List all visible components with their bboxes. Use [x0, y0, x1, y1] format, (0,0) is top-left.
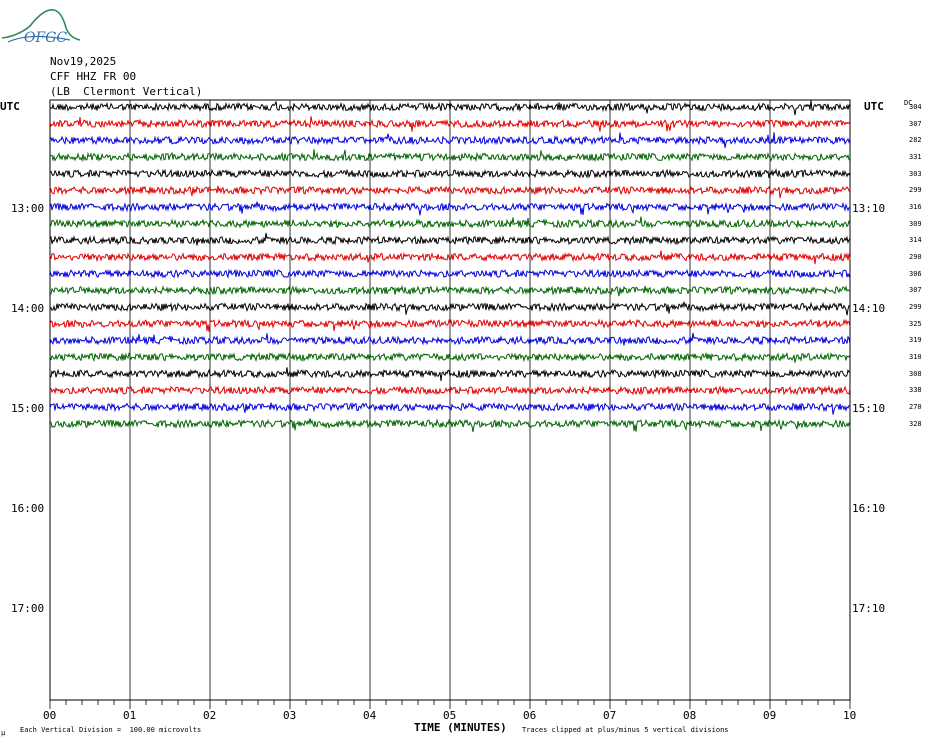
dc-offset-label: 331 — [909, 153, 922, 161]
x-tick-label: 07 — [603, 709, 617, 722]
right-hour-label: 15:10 — [852, 402, 886, 415]
dc-offset-label: 319 — [909, 336, 922, 345]
left-hour-label: 15:00 — [11, 402, 45, 415]
dc-offset-label: 290 — [909, 253, 922, 262]
left-hour-label: 14:00 — [11, 302, 45, 315]
right-hour-label: 16:10 — [852, 502, 886, 515]
dc-offset-label: 308 — [909, 369, 922, 378]
left-hour-label: 13:00 — [11, 202, 45, 215]
x-tick-label: 01 — [123, 709, 137, 722]
seismic-trace — [49, 232, 851, 246]
dc-offset-label: 307 — [909, 286, 922, 295]
seismic-trace — [49, 216, 851, 229]
left-axis-title: UTC — [0, 100, 20, 113]
x-tick-label: 00 — [43, 709, 57, 722]
right-hour-label: 13:10 — [852, 202, 886, 215]
right-hour-label: 17:10 — [852, 602, 886, 615]
dc-column-title: DC — [904, 99, 913, 107]
seismic-trace — [49, 332, 851, 346]
seismic-trace — [49, 250, 851, 265]
dc-offset-label: 304 — [909, 103, 922, 111]
seismic-trace — [49, 100, 851, 116]
seismic-trace — [49, 185, 851, 199]
x-tick-label: 05 — [443, 709, 457, 722]
dc-offset-label: 307 — [909, 119, 922, 128]
x-tick-label: 06 — [523, 709, 537, 722]
x-tick-label: 10 — [843, 709, 857, 722]
seismic-trace — [49, 132, 851, 148]
dc-offset-label: 328 — [909, 419, 922, 428]
dc-offset-label: 303 — [909, 169, 922, 178]
dc-offset-label: 325 — [909, 319, 922, 328]
logo-mountain-curve — [1, 9, 80, 41]
seismic-trace — [49, 167, 851, 179]
x-tick-label: 04 — [363, 709, 377, 722]
dc-offset-label: 270 — [909, 403, 922, 412]
seismic-trace — [49, 149, 850, 163]
dc-offset-label: 299 — [909, 303, 922, 312]
seismic-trace — [49, 418, 851, 433]
dc-offset-label: 282 — [909, 136, 922, 145]
left-hour-label: 16:00 — [11, 502, 45, 515]
header-date: Nov19,2025 — [50, 55, 117, 68]
x-axis-title: TIME (MINUTES) — [414, 721, 507, 734]
footer-clip-note: Traces clipped at plus/minus 5 vertical … — [522, 726, 729, 734]
seismic-trace — [49, 351, 851, 363]
header-location: (LB Clermont Vertical) — [50, 85, 203, 98]
footer-vertical-division: Each Vertical Division = 100.00 microvol… — [20, 726, 202, 734]
seismic-trace — [49, 268, 851, 279]
dc-offset-label: 310 — [909, 353, 922, 362]
left-hour-label: 17:00 — [11, 602, 45, 615]
header-station: CFF HHZ FR 00 — [50, 70, 137, 83]
x-tick-label: 02 — [203, 709, 217, 722]
right-axis-title: UTC — [864, 100, 884, 113]
logo-swoosh — [7, 35, 71, 43]
seismic-trace — [49, 301, 851, 316]
right-hour-label: 14:10 — [852, 302, 886, 315]
dc-offset-label: 309 — [909, 219, 922, 228]
dc-offset-label: 316 — [909, 203, 922, 212]
seismic-trace — [49, 116, 851, 132]
x-tick-label: 03 — [283, 709, 297, 722]
logo-text: OFGC — [24, 30, 67, 44]
dc-offset-label: 306 — [909, 269, 922, 278]
footer-unit-mark: μ — [1, 729, 6, 737]
x-tick-label: 09 — [763, 709, 777, 722]
seismic-trace — [49, 384, 851, 396]
seismic-trace — [49, 367, 851, 381]
seismic-trace — [49, 284, 851, 297]
dc-offset-label: 299 — [909, 186, 922, 195]
seismic-trace — [49, 401, 851, 415]
seismic-trace — [49, 318, 851, 332]
seismic-trace — [49, 201, 851, 216]
ofgc-logo: OFGC — [1, 9, 80, 44]
dc-offset-label: 314 — [909, 236, 922, 245]
x-tick-label: 08 — [683, 709, 697, 722]
dc-offset-label: 338 — [909, 386, 922, 395]
